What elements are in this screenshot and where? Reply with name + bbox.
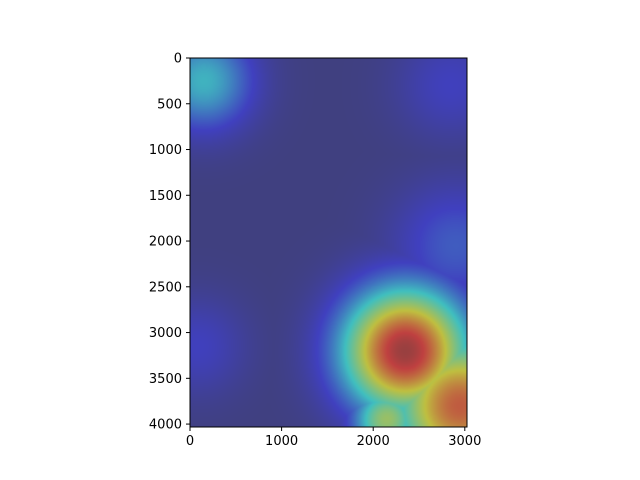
x-tick-label: 0: [186, 434, 194, 449]
y-tick-label: 2500: [149, 280, 182, 295]
y-axis: 0 500 1000 1500 2000 2500 3000 3500 4000: [149, 52, 190, 433]
y-tick-label: 2000: [149, 235, 182, 250]
x-tick-label: 1000: [265, 434, 298, 449]
x-tick-label: 2000: [357, 434, 390, 449]
y-tick-label: 4000: [149, 418, 182, 433]
x-tick-label: 3000: [448, 434, 481, 449]
plot-frame: [189, 57, 468, 428]
y-tick-label: 1000: [149, 143, 182, 158]
y-tick-label: 3000: [149, 326, 182, 341]
y-tick-label: 500: [157, 97, 182, 112]
y-tick-label: 1500: [149, 189, 182, 204]
x-axis: 0 1000 2000 3000: [186, 427, 481, 449]
y-tick-label: 3500: [149, 372, 182, 387]
heatmap-image: [190, 58, 467, 427]
y-tick-label: 0: [174, 52, 182, 67]
plot-area: [189, 57, 468, 428]
